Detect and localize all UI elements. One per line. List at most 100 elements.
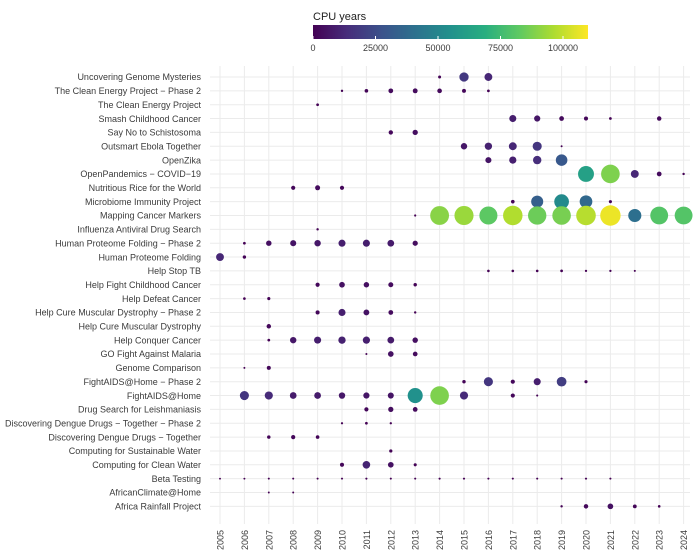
y-tick-label: Human Proteome Folding − Phase 2 (55, 238, 201, 248)
y-tick-label: GO Fight Against Malaria (100, 349, 201, 359)
data-point (388, 310, 394, 315)
y-tick-label: AfricanClimate@Home (109, 488, 201, 498)
data-point (556, 376, 567, 387)
data-point (609, 477, 612, 480)
data-point (656, 116, 662, 121)
data-point (462, 477, 466, 480)
x-tick-label: 2006 (240, 530, 250, 550)
data-point (339, 185, 345, 190)
data-point (264, 391, 273, 400)
data-point (363, 309, 370, 316)
data-point (682, 172, 685, 176)
legend-tick-label: 75000 (488, 43, 513, 53)
data-point (242, 255, 247, 259)
x-tick-label: 2007 (264, 530, 274, 550)
data-point (243, 241, 246, 245)
y-tick-label: The Clean Energy Project − Phase 2 (55, 86, 201, 96)
data-point (365, 352, 368, 356)
x-tick-label: 2021 (606, 530, 616, 550)
data-point (414, 477, 417, 480)
data-point (412, 337, 418, 343)
data-point (531, 195, 544, 208)
data-point (314, 392, 321, 399)
data-point (511, 269, 515, 273)
data-point (267, 435, 271, 439)
data-point (291, 435, 296, 440)
data-point (600, 205, 621, 226)
data-point (388, 130, 393, 135)
data-point (536, 394, 539, 397)
data-point (362, 239, 370, 247)
legend-colorbar (313, 25, 588, 39)
data-point (533, 378, 541, 386)
data-point (289, 392, 297, 399)
data-point (412, 351, 418, 357)
color-legend: CPU years 0 25000 50000 75000 100000 (310, 11, 588, 53)
data-point (292, 477, 295, 480)
data-point (388, 282, 394, 288)
data-point (389, 422, 392, 425)
x-tick-label: 2015 (460, 530, 470, 550)
x-axis-labels: 2005 2006 2007 2008 2009 2010 2011 2012 2013 2014… (216, 530, 690, 550)
data-point (508, 142, 517, 151)
data-point (338, 308, 346, 316)
data-point (315, 435, 320, 439)
data-point (267, 477, 270, 480)
data-point (243, 477, 246, 480)
y-tick-label: FightAIDS@Home − Phase 2 (84, 377, 201, 387)
data-point (555, 154, 568, 166)
data-point (583, 116, 589, 121)
data-point (388, 88, 394, 94)
data-point (509, 156, 517, 164)
data-point (387, 392, 394, 399)
data-point (292, 491, 295, 494)
data-point (576, 205, 596, 226)
x-tick-label: 2023 (655, 530, 665, 550)
data-point (338, 392, 346, 399)
data-point (460, 143, 468, 150)
x-tick-label: 2017 (508, 530, 518, 550)
data-point (413, 463, 417, 467)
y-tick-label: Beta Testing (152, 474, 201, 484)
data-point (316, 477, 319, 480)
data-point (363, 282, 370, 288)
data-point (601, 164, 620, 184)
data-point (413, 283, 417, 287)
data-point (560, 477, 563, 480)
data-point (387, 461, 394, 468)
data-point (339, 462, 345, 467)
data-point (239, 391, 249, 401)
data-point (364, 407, 369, 412)
data-point (315, 310, 320, 315)
y-tick-label: Nutritious Rice for the World (89, 183, 201, 193)
data-point (290, 240, 297, 247)
legend-tick-label: 50000 (425, 43, 450, 53)
y-tick-label: Help Conquer Cancer (114, 335, 201, 345)
data-point (650, 206, 669, 225)
data-point (266, 365, 271, 370)
y-tick-label: Discovering Dengue Drugs − Together (48, 432, 201, 442)
data-point (362, 336, 370, 344)
data-point (243, 366, 246, 369)
data-point (487, 477, 490, 480)
legend-tick-label: 100000 (548, 43, 578, 53)
data-point (387, 239, 395, 247)
y-tick-label: The Clean Energy Project (98, 100, 202, 110)
data-point (216, 253, 224, 261)
data-point (389, 477, 392, 480)
y-tick-label: Computing for Sustainable Water (69, 446, 201, 456)
data-point (528, 206, 547, 225)
data-point (483, 377, 493, 387)
data-point (414, 214, 417, 217)
data-point (243, 297, 246, 300)
legend-tick-label: 0 (310, 43, 315, 53)
data-point (609, 117, 612, 120)
x-tick-label: 2005 (216, 530, 226, 550)
data-point (266, 240, 272, 246)
data-point (607, 503, 614, 510)
x-tick-label: 2009 (313, 530, 323, 550)
data-point (510, 393, 515, 398)
y-tick-label: OpenZika (162, 155, 201, 165)
data-point (459, 72, 469, 82)
